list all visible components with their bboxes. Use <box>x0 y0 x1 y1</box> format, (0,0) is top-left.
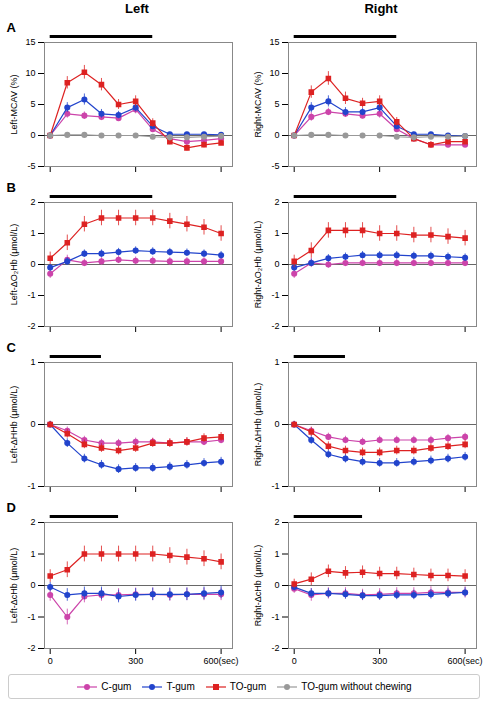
svg-text:0: 0 <box>48 656 53 666</box>
svg-text:1: 1 <box>274 228 279 238</box>
svg-text:C: C <box>7 340 17 355</box>
svg-text:2: 2 <box>274 197 279 207</box>
svg-text:1: 1 <box>30 549 35 559</box>
svg-text:Left-ΔcHb (μmol/L): Left-ΔcHb (μmol/L) <box>9 548 19 624</box>
svg-text:2: 2 <box>30 197 35 207</box>
svg-text:0: 0 <box>30 419 35 429</box>
svg-text:Right-ΔO₂Hb (μmol/L): Right-ΔO₂Hb (μmol/L) <box>253 221 263 309</box>
svg-text:600(sec): 600(sec) <box>204 656 239 666</box>
svg-text:0: 0 <box>30 580 35 590</box>
svg-text:15: 15 <box>269 37 279 47</box>
svg-text:Right-ΔcHb (μmol/L): Right-ΔcHb (μmol/L) <box>253 545 263 627</box>
svg-text:0: 0 <box>274 259 279 269</box>
svg-text:-1: -1 <box>271 481 279 491</box>
svg-text:5: 5 <box>30 99 35 109</box>
svg-text:5: 5 <box>274 99 279 109</box>
svg-text:Left-MCAV (%): Left-MCAV (%) <box>9 75 19 135</box>
svg-text:Left-ΔHHb (μmol/L): Left-ΔHHb (μmol/L) <box>9 386 19 464</box>
svg-text:2: 2 <box>30 517 35 527</box>
svg-text:-2: -2 <box>27 643 35 653</box>
svg-text:-2: -2 <box>271 321 279 331</box>
svg-text:-2: -2 <box>27 321 35 331</box>
svg-text:1: 1 <box>274 357 279 367</box>
svg-text:0: 0 <box>274 130 279 140</box>
svg-text:-5: -5 <box>27 161 35 171</box>
svg-text:1: 1 <box>274 549 279 559</box>
html-text:TO-gum: TO-gum <box>229 681 267 692</box>
svg-text:-1: -1 <box>27 612 35 622</box>
svg-text:10: 10 <box>269 68 279 78</box>
svg-text:300: 300 <box>372 656 387 666</box>
svg-text:2: 2 <box>274 517 279 527</box>
svg-text:-1: -1 <box>271 612 279 622</box>
svg-text:10: 10 <box>25 68 35 78</box>
svg-text:Left-ΔO₂Hb (μmol/L): Left-ΔO₂Hb (μmol/L) <box>9 224 19 306</box>
svg-text:300: 300 <box>128 656 143 666</box>
svg-text:0: 0 <box>274 419 279 429</box>
svg-text:1: 1 <box>30 357 35 367</box>
svg-text:Right-ΔHHb (μmol/L): Right-ΔHHb (μmol/L) <box>253 383 263 467</box>
svg-text:-2: -2 <box>271 643 279 653</box>
svg-text:0: 0 <box>30 259 35 269</box>
svg-text:D: D <box>7 500 16 515</box>
html-text:T-gum: T-gum <box>166 681 195 692</box>
html-text:C-gum: C-gum <box>101 681 132 692</box>
html-text:Right: Right <box>364 1 398 16</box>
html-text:Left: Left <box>125 1 149 16</box>
svg-text:-5: -5 <box>271 161 279 171</box>
svg-text:-1: -1 <box>27 290 35 300</box>
svg-text:-1: -1 <box>271 290 279 300</box>
svg-text:1: 1 <box>30 228 35 238</box>
svg-text:0: 0 <box>30 130 35 140</box>
html-text:TO-gum without chewing: TO-gum without chewing <box>301 681 412 692</box>
svg-text:600(sec): 600(sec) <box>448 656 483 666</box>
svg-text:0: 0 <box>292 656 297 666</box>
svg-text:B: B <box>7 180 16 195</box>
svg-text:Right-MCAV (%): Right-MCAV (%) <box>253 72 263 138</box>
svg-text:15: 15 <box>25 37 35 47</box>
svg-text:0: 0 <box>274 580 279 590</box>
svg-text:-1: -1 <box>27 481 35 491</box>
svg-text:A: A <box>7 20 17 35</box>
